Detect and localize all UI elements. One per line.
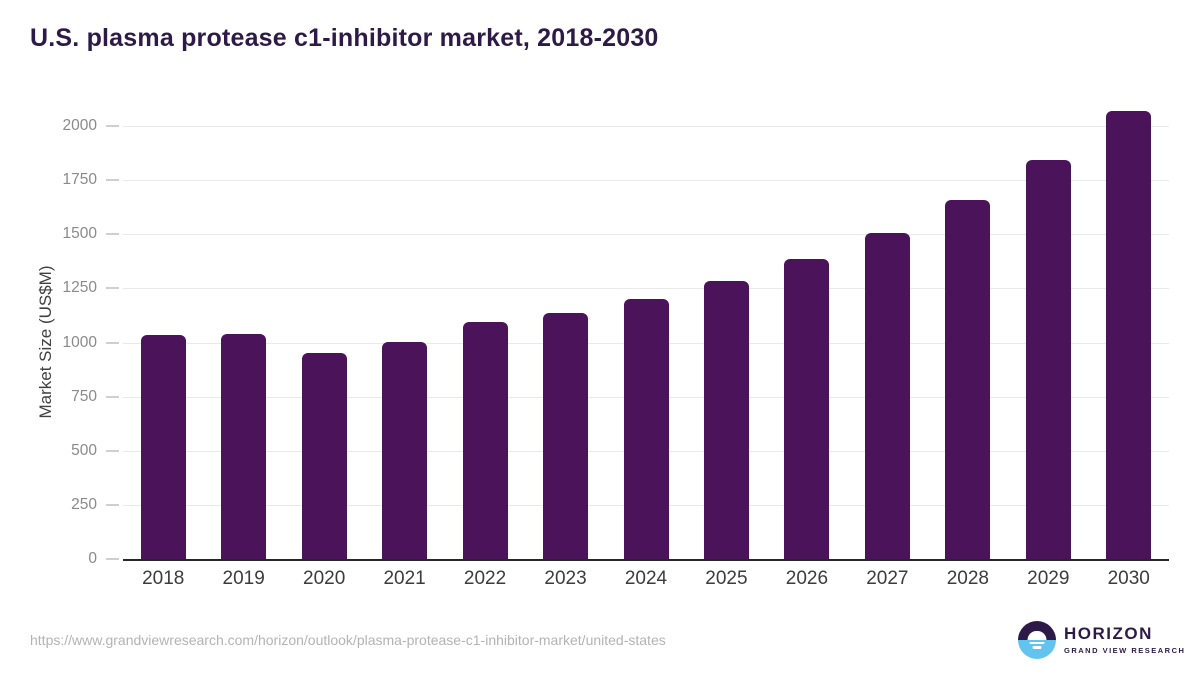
x-label-2030: 2030	[1107, 568, 1150, 589]
y-tick-label: 0	[88, 550, 97, 567]
y-tick-label: 2000	[62, 117, 97, 134]
plot-area	[123, 111, 1169, 561]
y-axis: 0 250 500 750 1000 1250 1500 1750 2000	[0, 117, 123, 567]
x-label-2022: 2022	[463, 568, 507, 589]
y-tick-mark	[106, 287, 119, 290]
x-label-2026: 2026	[785, 568, 829, 589]
y-tick-mark	[106, 233, 119, 236]
gridline-2000	[123, 126, 1169, 127]
x-label-2021: 2021	[383, 568, 426, 589]
y-tick-label: 750	[71, 387, 97, 405]
bar-2028[interactable]	[945, 200, 991, 559]
y-tick-label: 1750	[62, 171, 97, 189]
gridline-1750	[123, 180, 1169, 182]
y-tick-mark	[106, 503, 119, 506]
reflection-line-icon	[1032, 646, 1042, 649]
bar-2021[interactable]	[382, 342, 428, 559]
y-tick-mark	[106, 341, 119, 344]
bar-2024[interactable]	[623, 299, 669, 559]
y-tick-750: 750	[0, 388, 123, 406]
source-url: https://www.grandviewresearch.com/horizo…	[30, 632, 666, 648]
y-tick-label: 1500	[62, 225, 97, 243]
y-tick-label: 500	[71, 441, 97, 459]
horizon-logo: HORIZON GRAND VIEW RESEARCH	[1018, 620, 1184, 660]
x-label-2028: 2028	[946, 568, 989, 589]
bar-2030[interactable]	[1106, 111, 1152, 559]
y-tick-label: 250	[71, 495, 97, 513]
x-label-2019: 2019	[222, 568, 265, 589]
horizon-logo-icon	[1018, 621, 1056, 659]
x-label-2029: 2029	[1027, 568, 1070, 589]
y-tick-label: 1250	[62, 279, 97, 297]
x-axis-labels: 2018 2019 2020 2021 2022 2023 2024 2025 2026 2027…	[123, 566, 1169, 592]
y-tick-1500: 1500	[0, 225, 123, 243]
logo-name: HORIZON	[1064, 624, 1153, 643]
y-tick-mark	[106, 558, 119, 560]
bar-2026[interactable]	[784, 259, 830, 559]
bar-2019[interactable]	[221, 334, 267, 559]
x-label-2018: 2018	[142, 568, 185, 589]
y-tick-mark	[106, 179, 119, 182]
y-tick-mark	[106, 125, 119, 127]
logo-text: HORIZON GRAND VIEW RESEARCH	[1064, 625, 1185, 655]
bar-2020[interactable]	[301, 353, 347, 559]
x-label-2024: 2024	[624, 568, 668, 589]
chart-title: U.S. plasma protease c1-inhibitor market…	[30, 24, 659, 52]
x-label-2025: 2025	[705, 568, 748, 589]
y-tick-250: 250	[0, 496, 123, 514]
gridline-1250	[123, 288, 1169, 290]
bar-2025[interactable]	[703, 281, 749, 559]
bar-2023[interactable]	[543, 313, 589, 559]
x-label-2023: 2023	[544, 568, 587, 589]
bar-2022[interactable]	[462, 322, 508, 559]
logo-subtitle: GRAND VIEW RESEARCH	[1064, 646, 1186, 655]
y-tick-1000: 1000	[0, 334, 123, 352]
bar-2027[interactable]	[864, 233, 910, 559]
y-tick-mark	[106, 449, 119, 452]
sun-dome-icon	[1027, 631, 1047, 640]
reflection-line-icon	[1029, 641, 1045, 645]
y-tick-500: 500	[0, 442, 123, 460]
y-tick-label: 1000	[62, 333, 97, 351]
gridline-1500	[123, 234, 1169, 236]
y-tick-1250: 1250	[0, 279, 123, 297]
y-tick-1750: 1750	[0, 171, 123, 189]
x-label-2020: 2020	[303, 568, 346, 589]
bar-2029[interactable]	[1025, 160, 1071, 559]
y-tick-2000: 2000	[0, 117, 123, 135]
x-label-2027: 2027	[866, 568, 909, 589]
y-tick-0: 0	[0, 550, 123, 568]
bar-2018[interactable]	[140, 335, 186, 559]
y-tick-mark	[106, 395, 119, 398]
